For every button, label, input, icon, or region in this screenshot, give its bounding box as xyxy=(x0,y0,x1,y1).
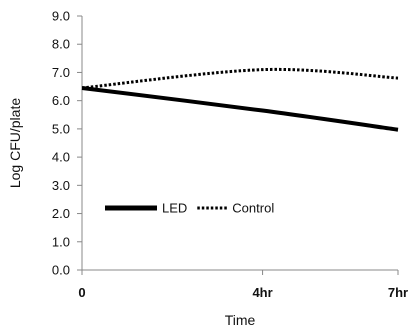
axes xyxy=(81,16,398,271)
y-tick-label: 5.0 xyxy=(52,121,70,136)
y-tick-label: 3.0 xyxy=(52,178,70,193)
y-tick-label: 0.0 xyxy=(52,263,70,278)
series-line-control xyxy=(81,67,399,90)
y-tick-label: 6.0 xyxy=(52,93,70,108)
y-axis-title: Log CFU/plate xyxy=(7,98,23,188)
x-axis-title: Time xyxy=(225,312,256,328)
x-tick-labels: 0 4hr 7hr xyxy=(78,270,408,300)
y-tick-label: 9.0 xyxy=(52,9,70,24)
series-layer xyxy=(81,67,399,132)
y-tick-labels: 0.0 1.0 2.0 3.0 4.0 5.0 6.0 7.0 8.0 9.0 xyxy=(52,9,82,278)
y-tick-label: 8.0 xyxy=(52,37,70,52)
series-line-led xyxy=(81,85,399,132)
x-tick-label: 7hr xyxy=(388,285,408,300)
y-tick-label: 1.0 xyxy=(52,234,70,249)
y-tick-label: 4.0 xyxy=(52,150,70,165)
legend-label-control: Control xyxy=(232,201,274,216)
legend-label-led: LED xyxy=(162,201,187,216)
x-tick-label: 4hr xyxy=(252,285,272,300)
legend: LED Control xyxy=(105,201,274,216)
x-tick-label: 0 xyxy=(78,285,85,300)
y-tick-label: 7.0 xyxy=(52,65,70,80)
y-tick-label: 2.0 xyxy=(52,206,70,221)
